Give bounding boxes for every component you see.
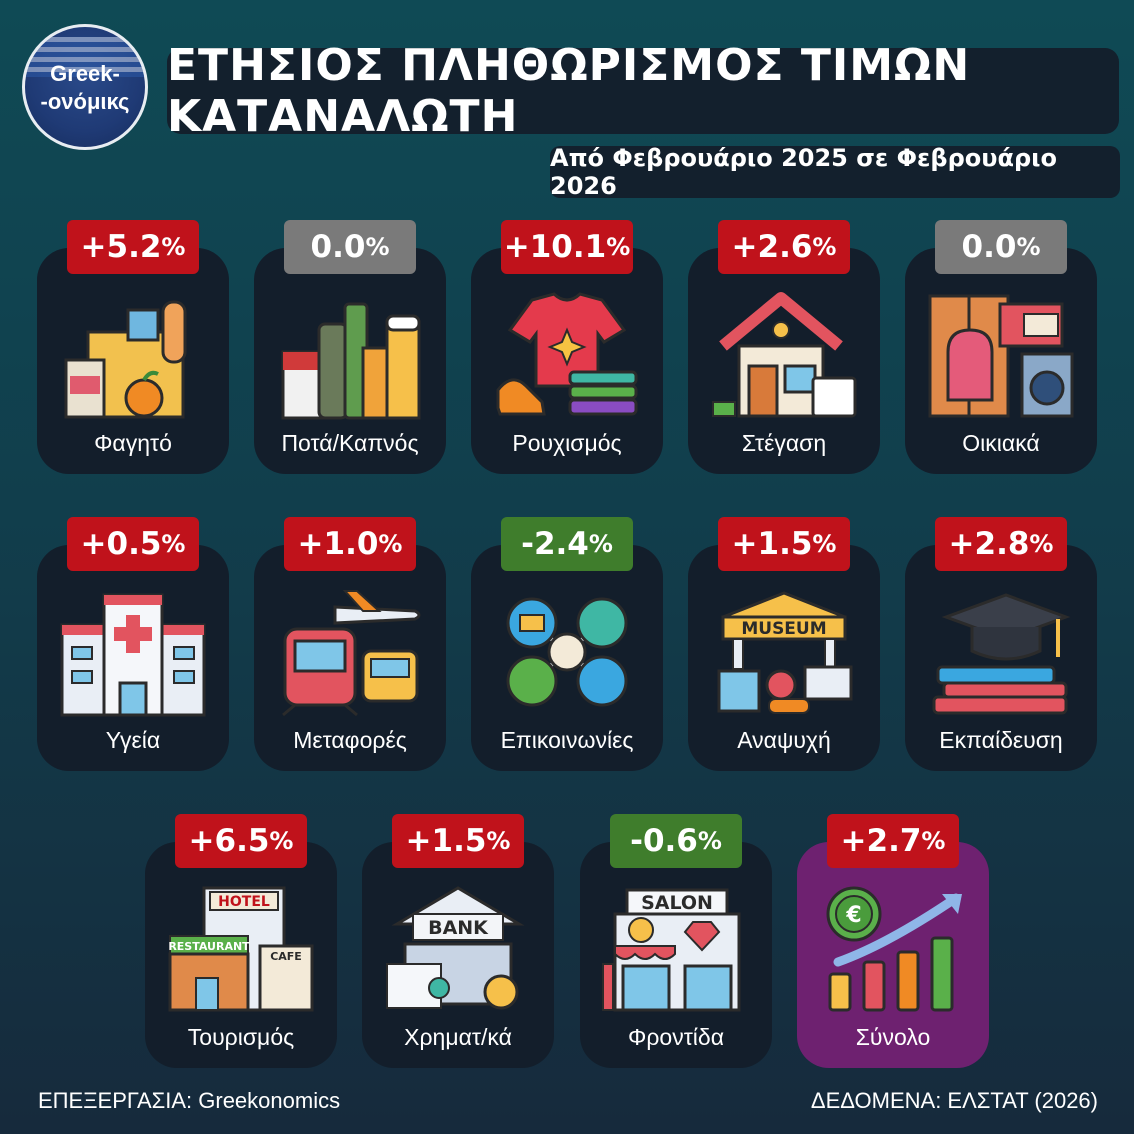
change-badge: +0.5% [67, 517, 199, 571]
logo-line2: -ονόμικς [40, 89, 130, 114]
transport-icon [282, 590, 421, 717]
education-icon [932, 593, 1071, 715]
change-badge: 0.0% [284, 220, 416, 274]
category-card-transport: +1.0% Μεταφορές [254, 517, 446, 771]
svg-text:RESTAURANT: RESTAURANT [168, 940, 250, 953]
category-card-drinks: 0.0% Ποτά/Καπνός [254, 220, 446, 474]
category-label: Ρουχισμός [512, 430, 622, 456]
communications-icon [506, 597, 628, 707]
house-icon [712, 292, 857, 418]
drinks-tobacco-icon [281, 302, 421, 420]
change-badge: +6.5% [175, 814, 307, 868]
change-badge: +2.7% [827, 814, 959, 868]
svg-text:SALON: SALON [641, 892, 713, 914]
category-card-financial: +1.5% BANK Χρηματ/κά [362, 814, 554, 1068]
category-card-education: +2.8% Εκπαίδευση [905, 517, 1097, 771]
category-label: Φροντίδα [627, 1024, 725, 1050]
svg-text:HOTEL: HOTEL [218, 894, 270, 910]
category-label: Ποτά/Καπνός [281, 430, 419, 456]
footer-credit: ΕΠΕΞΕΡΓΑΣΙΑ: Greekonomics [38, 1088, 341, 1113]
total-growth-icon: € [826, 886, 962, 1012]
footer-source: ΔΕΔΟΜΕΝΑ: ΕΛΣΤΑΤ (2026) [810, 1088, 1098, 1113]
category-label: Οικιακά [962, 430, 1040, 456]
category-card-total: +2.7% € Σύνολο [797, 814, 989, 1068]
logo: Greek- -ονόμικς [22, 24, 148, 150]
page-subtitle: Από Φεβρουάριο 2025 σε Φεβρουάριο 2026 [550, 144, 1057, 200]
subtitle-box: Από Φεβρουάριο 2025 σε Φεβρουάριο 2026 [550, 144, 1120, 200]
change-badge: +10.1% [501, 220, 633, 274]
svg-text:MUSEUM: MUSEUM [741, 619, 826, 639]
hospital-icon [60, 593, 206, 717]
category-card-housing: +2.6% Στέγαση [688, 220, 880, 474]
category-card-recreation: +1.5% MUSEUM Αναψυχή [688, 517, 880, 771]
clothing-icon [496, 292, 638, 416]
svg-text:€: € [845, 903, 861, 928]
bank-icon: BANK [386, 886, 525, 1010]
museum-icon: MUSEUM [717, 591, 853, 714]
category-label: Σύνολο [855, 1024, 931, 1050]
category-label: Μεταφορές [293, 727, 407, 753]
category-card-clothing: +10.1% Ρουχισμός [471, 220, 663, 474]
change-badge: -2.4% [501, 517, 633, 571]
category-label: Τουρισμός [187, 1024, 295, 1050]
category-card-care: -0.6% SALON Φροντίδα [580, 814, 772, 1068]
category-card-tourism: +6.5% HOTEL RESTAURANT CAFE Τουρισμός [145, 814, 337, 1068]
category-card-food: +5.2% Φαγητό [37, 220, 229, 474]
category-label: Υγεία [105, 727, 161, 753]
salon-icon: SALON [602, 888, 741, 1012]
category-label: Αναψυχή [737, 727, 831, 753]
change-badge: +5.2% [67, 220, 199, 274]
change-badge: 0.0% [935, 220, 1067, 274]
page-title: ΕΤΗΣΙΟΣ ΠΛΗΘΩΡΙΣΜΟΣ ΤΙΜΩΝ ΚΑΤΑΝΑΛΩΤΗ [167, 40, 971, 142]
category-label: Στέγαση [741, 430, 827, 456]
category-label: Επικοινωνίες [500, 727, 634, 753]
change-badge: +1.5% [718, 517, 850, 571]
change-badge: +2.6% [718, 220, 850, 274]
category-label: Φαγητό [94, 430, 172, 456]
svg-text:BANK: BANK [428, 917, 489, 939]
change-badge: +1.0% [284, 517, 416, 571]
change-badge: +2.8% [935, 517, 1067, 571]
household-icon [928, 294, 1074, 418]
greek-flag-icon [25, 37, 145, 77]
category-label: Χρηματ/κά [404, 1024, 512, 1050]
category-card-communications: -2.4% Επικοινωνίες [471, 517, 663, 771]
title-box: ΕΤΗΣΙΟΣ ΠΛΗΘΩΡΙΣΜΟΣ ΤΙΜΩΝ ΚΑΤΑΝΑΛΩΤΗ [167, 40, 1119, 142]
logo-line1: Greek- [50, 61, 120, 86]
category-label: Εκπαίδευση [939, 727, 1063, 753]
category-card-household: 0.0% Οικιακά [905, 220, 1097, 474]
hotel-icon: HOTEL RESTAURANT CAFE [168, 886, 314, 1012]
svg-text:CAFE: CAFE [270, 950, 302, 963]
groceries-icon [64, 300, 187, 419]
change-badge: -0.6% [610, 814, 742, 868]
change-badge: +1.5% [392, 814, 524, 868]
category-card-health: +0.5% Υγεία [37, 517, 229, 771]
